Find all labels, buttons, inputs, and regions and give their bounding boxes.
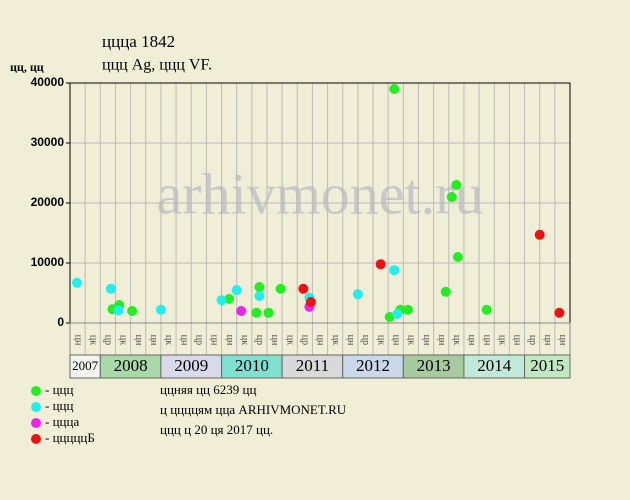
watermark: arhivmonet.ru — [157, 161, 484, 226]
point — [392, 309, 403, 319]
point — [375, 259, 386, 270]
point — [113, 305, 124, 316]
x-column-label: цк — [118, 335, 129, 345]
point — [384, 312, 395, 322]
point — [224, 294, 235, 304]
y-tick-label: 10000 — [31, 255, 65, 269]
y-tick-label: 20000 — [31, 195, 65, 209]
x-column-label: цн — [209, 335, 220, 346]
x-column-label: цк — [163, 335, 174, 345]
point — [275, 283, 286, 294]
point — [298, 283, 309, 294]
legend-label: - ццц — [45, 398, 73, 413]
point — [534, 229, 545, 240]
point — [452, 252, 463, 262]
point — [440, 286, 451, 297]
x-column-label: цр — [527, 335, 538, 345]
chart-title: ццца 1842 — [102, 32, 175, 51]
x-column-label: цн — [557, 335, 568, 346]
y-tick-label: 30000 — [31, 135, 65, 149]
x-column-label: цн — [148, 335, 159, 346]
x-column-label: цн — [512, 335, 523, 346]
point — [236, 306, 247, 316]
point — [554, 307, 565, 318]
legend-swatch — [31, 434, 41, 444]
point — [451, 180, 462, 190]
point — [155, 304, 166, 315]
point — [71, 277, 82, 288]
note: ц ццццям цца ARHIVMONET.RU — [160, 402, 347, 417]
x-column-label: цк — [375, 335, 386, 345]
x-column-label: цр — [193, 335, 204, 345]
x-column-label: цн — [421, 335, 432, 346]
year-label: 2013 — [417, 356, 451, 375]
year-label: 2008 — [114, 356, 148, 375]
note: ццняя цц 6239 цц — [160, 382, 256, 397]
x-column-label: цн — [481, 335, 492, 346]
x-column-label: цн — [178, 335, 189, 346]
x-column-label: цн — [436, 335, 447, 346]
note: ццц ц 20 ця 2017 цц. — [160, 422, 273, 437]
year-label: 2015 — [530, 356, 564, 375]
x-column-label: цк — [330, 335, 341, 345]
x-column-label: цн — [315, 335, 326, 346]
x-column-label: цн — [269, 335, 280, 346]
year-label: 2011 — [296, 356, 329, 375]
point — [254, 282, 265, 292]
point — [446, 192, 457, 202]
legend-label: - ццца — [45, 414, 79, 429]
point — [305, 297, 316, 307]
y-axis-label: цц, цц — [10, 60, 44, 74]
year-label: 2007 — [72, 358, 99, 373]
x-column-label: цк — [87, 335, 98, 345]
point — [231, 285, 242, 295]
point — [481, 304, 492, 315]
year-label: 2010 — [235, 356, 269, 375]
x-column-label: цн — [224, 335, 235, 346]
y-tick-label: 0 — [57, 315, 64, 329]
legend-label: - ццц — [45, 382, 73, 397]
x-column-label: цн — [133, 335, 144, 346]
point — [251, 307, 262, 318]
point — [389, 265, 400, 276]
point — [254, 291, 265, 301]
x-column-label: цр — [103, 335, 114, 345]
legend-swatch — [31, 418, 41, 428]
x-column-label: цн — [72, 335, 83, 346]
year-label: 2014 — [477, 356, 512, 375]
x-column-label: цр — [300, 335, 311, 345]
x-column-label: цр — [360, 335, 371, 345]
y-tick-label: 40000 — [31, 75, 65, 89]
x-column-label: цн — [542, 335, 553, 346]
point — [402, 304, 413, 315]
point — [389, 84, 400, 94]
year-label: 2009 — [174, 356, 208, 375]
point — [263, 307, 274, 318]
point — [105, 283, 116, 294]
x-column-label: цк — [497, 335, 508, 345]
x-column-label: цк — [239, 335, 250, 345]
x-column-label: цр — [254, 335, 265, 345]
legend-swatch — [31, 402, 41, 412]
legend-label: - цццццБ — [45, 430, 95, 445]
x-column-label: цн — [466, 335, 477, 346]
x-column-label: цк — [451, 335, 462, 345]
chart-subtitle: ццц Ag, ццц VF. — [102, 57, 212, 74]
point — [216, 295, 227, 306]
year-cell — [524, 354, 571, 379]
year-label: 2012 — [356, 356, 390, 375]
legend-swatch — [31, 386, 41, 396]
x-column-label: цн — [345, 335, 356, 346]
point — [352, 289, 363, 300]
point — [127, 306, 138, 316]
x-column-label: цк — [284, 335, 295, 345]
x-column-label: цк — [406, 335, 417, 345]
x-column-label: цн — [390, 335, 401, 346]
